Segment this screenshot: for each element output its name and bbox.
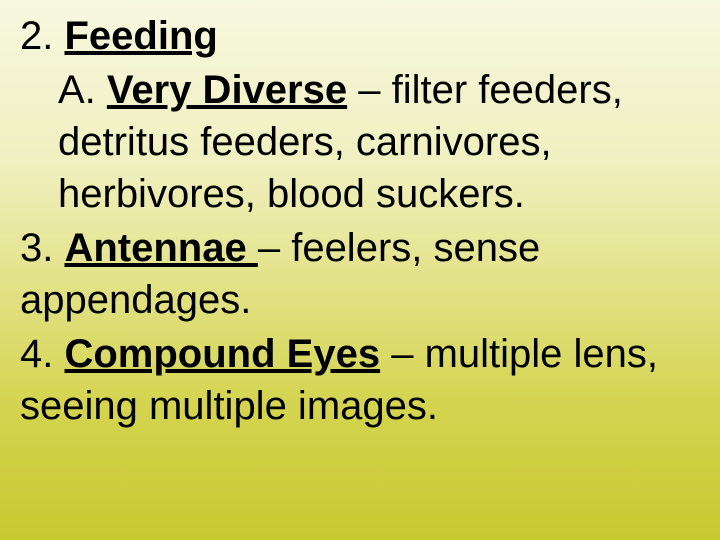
item-heading: Antennae: [64, 226, 257, 270]
subitem-separator: –: [347, 68, 391, 112]
item-number: 3.: [20, 226, 64, 270]
item-separator: –: [258, 226, 291, 270]
outline-item-2: 2. Feeding: [20, 10, 700, 62]
subitem-prefix: A.: [58, 68, 107, 112]
outline-item-3: 3. Antennae – feelers, sense appendages.: [20, 222, 700, 326]
item-heading: Feeding: [64, 14, 217, 58]
item-heading: Compound Eyes: [64, 332, 380, 376]
item-separator: –: [380, 332, 424, 376]
subitem-heading: Very Diverse: [107, 68, 347, 112]
outline-item-4: 4. Compound Eyes – multiple lens, seeing…: [20, 328, 700, 432]
slide-container: 2. Feeding A. Very Diverse – filter feed…: [0, 0, 720, 540]
outline-subitem-2a: A. Very Diverse – filter feeders, detrit…: [20, 64, 700, 220]
item-number: 4.: [20, 332, 64, 376]
item-number: 2.: [20, 14, 64, 58]
